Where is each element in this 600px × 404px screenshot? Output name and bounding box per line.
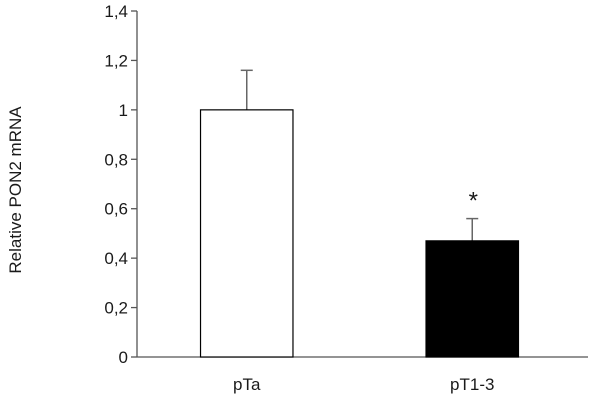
y-tick-label: 0,4: [104, 249, 128, 268]
category-labels: pTa pT1-3: [233, 375, 494, 394]
bars: [199, 69, 520, 358]
y-axis-title: Relative PON2 mRNA: [6, 106, 25, 274]
y-tick-label: 1: [119, 101, 128, 120]
y-tick-label: 0,6: [104, 200, 128, 219]
bar-pT1-3: [425, 240, 520, 358]
bar-pTa: [199, 109, 294, 358]
significance-marker: *: [469, 188, 478, 215]
y-tick-label: 1,2: [104, 51, 128, 70]
y-axis: 0 0,2 0,4 0,6 0,8 1 1,2 1,4: [104, 2, 138, 367]
y-tick-label: 0: [119, 348, 128, 367]
x-tick-label: pTa: [233, 375, 261, 394]
y-tick-label: 0,8: [104, 150, 128, 169]
y-tick-label: 0,2: [104, 299, 128, 318]
x-tick-label: pT1-3: [450, 375, 494, 394]
y-tick-label: 1,4: [104, 2, 128, 21]
annotations: *: [469, 188, 478, 215]
